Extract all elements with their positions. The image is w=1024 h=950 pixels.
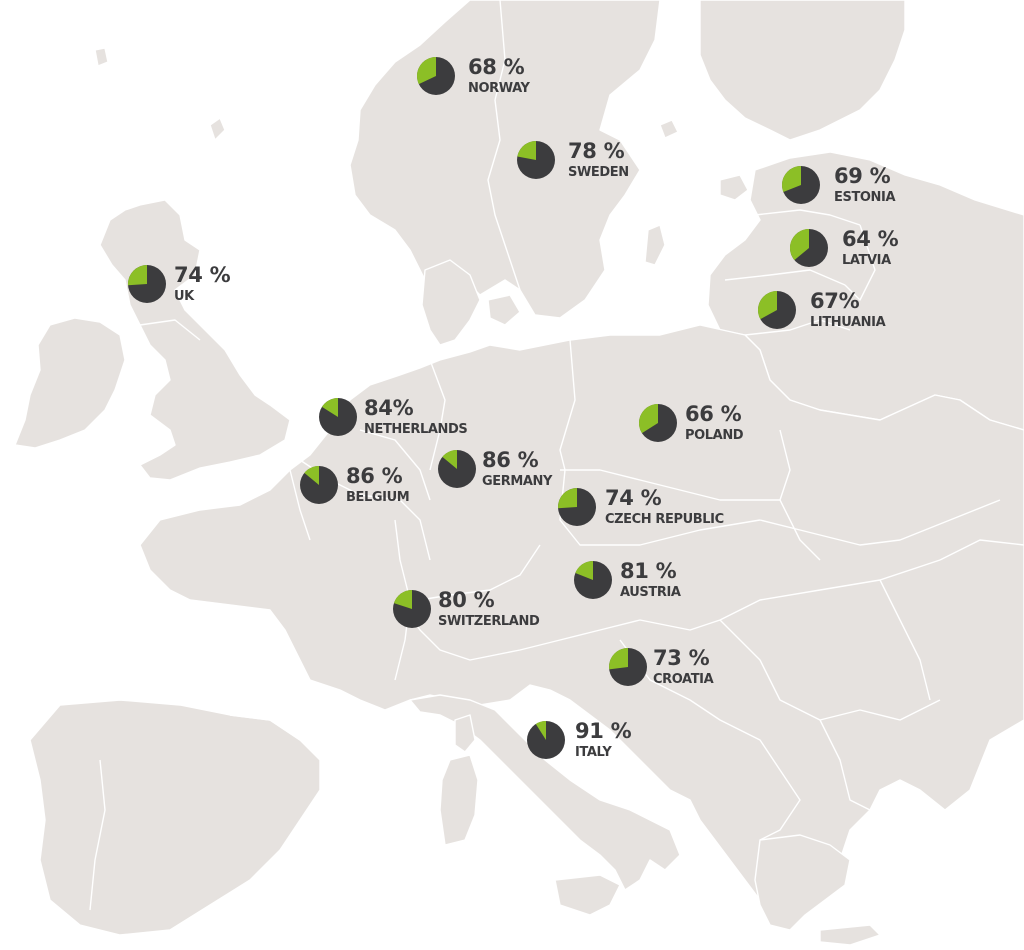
pie-share-uk	[128, 265, 147, 286]
marker-belgium: 86 % BELGIUM	[300, 464, 410, 505]
percent-label-austria: 81 %	[620, 559, 677, 583]
pie-marker-layer: 68 % NORWAY 78 % SWEDEN 69 % ESTONIA 64 % LATVI…	[128, 55, 899, 760]
land-island-north-2	[209, 117, 226, 141]
land-great-britain	[99, 199, 291, 481]
land-iberia	[29, 699, 321, 936]
land-sardinia	[439, 754, 479, 846]
pie-share-switzerland	[393, 590, 412, 609]
country-label-lithuania: LITHUANIA	[810, 315, 886, 330]
land-sicily	[554, 874, 621, 916]
border-scotland-england	[139, 319, 201, 341]
country-label-czech-republic: CZECH REPUBLIC	[605, 512, 724, 527]
land-crete	[819, 924, 881, 946]
land-corsica	[454, 714, 476, 753]
pie-share-poland	[639, 403, 658, 434]
country-label-belgium: BELGIUM	[346, 490, 409, 505]
marker-uk: 74 % UK	[128, 263, 231, 304]
percent-label-czech-republic: 74 %	[605, 486, 662, 510]
country-label-switzerland: SWITZERLAND	[438, 614, 540, 629]
pie-share-lithuania	[757, 290, 777, 320]
land-denmark-islands	[487, 294, 521, 326]
pie-share-sweden	[517, 141, 536, 160]
country-label-estonia: ESTONIA	[834, 190, 895, 205]
percent-label-poland: 66 %	[685, 402, 742, 426]
pie-share-latvia	[789, 229, 809, 261]
percent-label-netherlands: 84%	[364, 396, 414, 420]
marker-italy: 91 % ITALY	[527, 719, 632, 760]
country-label-norway: NORWAY	[468, 81, 531, 96]
border-pyrenees	[229, 714, 301, 741]
pie-share-czech-republic	[557, 488, 577, 509]
country-label-sweden: SWEDEN	[568, 165, 629, 180]
pie-share-netherlands	[321, 398, 338, 417]
country-label-germany: GERMANY	[482, 474, 553, 489]
land-island-baltic-2	[659, 119, 679, 139]
pie-share-austria	[575, 561, 593, 580]
marker-czech-republic: 74 % CZECH REPUBLIC	[557, 486, 724, 527]
pie-share-germany	[442, 450, 457, 469]
country-label-uk: UK	[174, 289, 195, 304]
border-baltics	[724, 209, 876, 336]
country-label-poland: POLAND	[685, 428, 744, 443]
border-norway-sweden	[487, 0, 521, 291]
marker-lithuania: 67% LITHUANIA	[757, 289, 886, 330]
percent-label-belgium: 86 %	[346, 464, 403, 488]
land-gotland	[644, 224, 666, 266]
percent-label-switzerland: 80 %	[438, 588, 495, 612]
land-denmark	[421, 259, 481, 346]
marker-estonia: 69 % ESTONIA	[782, 164, 896, 205]
pie-share-estonia	[782, 166, 801, 192]
percent-label-estonia: 69 %	[834, 164, 891, 188]
pie-share-croatia	[609, 647, 628, 670]
land-finland	[699, 0, 906, 141]
country-label-austria: AUSTRIA	[620, 585, 681, 600]
border-spain-france-coast	[289, 469, 311, 541]
percent-label-latvia: 64 %	[842, 227, 899, 251]
marker-latvia: 64 % LATVIA	[789, 227, 899, 268]
marker-switzerland: 80 % SWITZERLAND	[393, 588, 540, 629]
percent-label-sweden: 78 %	[568, 139, 625, 163]
pie-share-belgium	[304, 466, 319, 485]
land-island-north-1	[94, 47, 109, 67]
country-label-croatia: CROATIA	[653, 672, 714, 687]
marker-norway: 68 % NORWAY	[416, 55, 531, 96]
marker-netherlands: 84% NETHERLANDS	[319, 396, 468, 437]
internal-borders	[299, 339, 1024, 841]
marker-austria: 81 % AUSTRIA	[574, 559, 681, 600]
percent-label-uk: 74 %	[174, 263, 231, 287]
marker-poland: 66 % POLAND	[639, 402, 744, 443]
land-greece	[754, 834, 851, 931]
marker-croatia: 73 % CROATIA	[609, 646, 714, 687]
pie-share-italy	[535, 721, 546, 740]
marker-germany: 86 % GERMANY	[438, 448, 553, 489]
landmass-layer	[14, 0, 1024, 946]
percent-label-norway: 68 %	[468, 55, 525, 79]
land-ireland	[14, 317, 126, 449]
percent-label-lithuania: 67%	[810, 289, 860, 313]
marker-sweden: 78 % SWEDEN	[517, 139, 629, 180]
border-portugal-spain	[89, 759, 106, 911]
country-label-italy: ITALY	[575, 745, 612, 760]
land-island-baltic-1	[719, 174, 749, 201]
percent-label-germany: 86 %	[482, 448, 539, 472]
percent-label-croatia: 73 %	[653, 646, 710, 670]
country-label-netherlands: NETHERLANDS	[364, 422, 467, 437]
country-label-latvia: LATVIA	[842, 253, 891, 268]
percent-label-italy: 91 %	[575, 719, 632, 743]
pie-share-norway	[416, 57, 436, 85]
